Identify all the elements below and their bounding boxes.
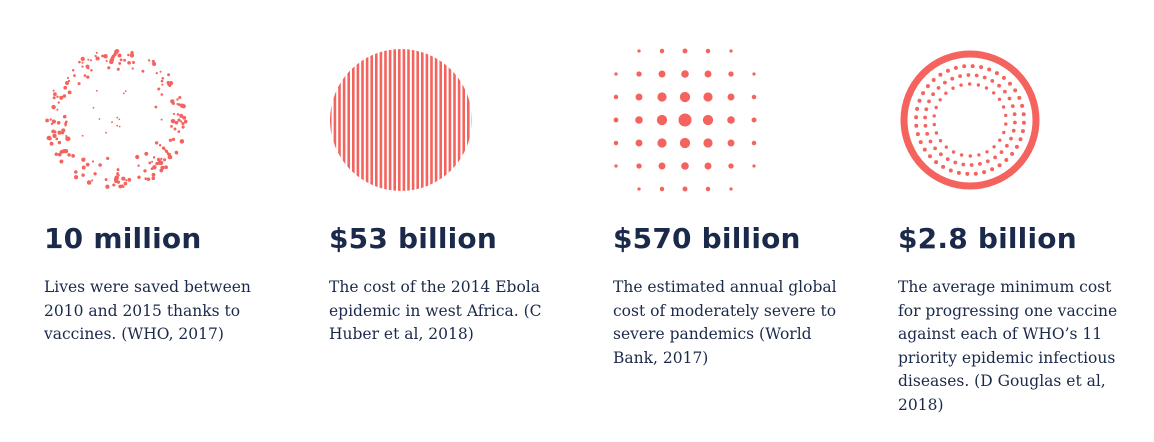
stat-figure: $53 billion — [329, 222, 497, 255]
stat-figure: $2.8 billion — [898, 222, 1077, 255]
stat-description: Lives were saved between 2010 and 2015 t… — [44, 278, 251, 343]
scattered-dots-circle-icon — [45, 49, 188, 189]
stat-description: The average minimum cost for progressing… — [898, 278, 1118, 414]
stat-description: The cost of the 2014 Ebola epidemic in w… — [329, 278, 542, 343]
stat-figure: 10 million — [44, 222, 202, 255]
striped-circle-icon — [330, 49, 472, 191]
stat-description: The estimated annual global cost of mode… — [613, 278, 837, 367]
ring-of-dots-icon — [900, 50, 1040, 190]
dot-grid-icon — [613, 48, 757, 192]
stat-figure: $570 billion — [613, 222, 801, 255]
